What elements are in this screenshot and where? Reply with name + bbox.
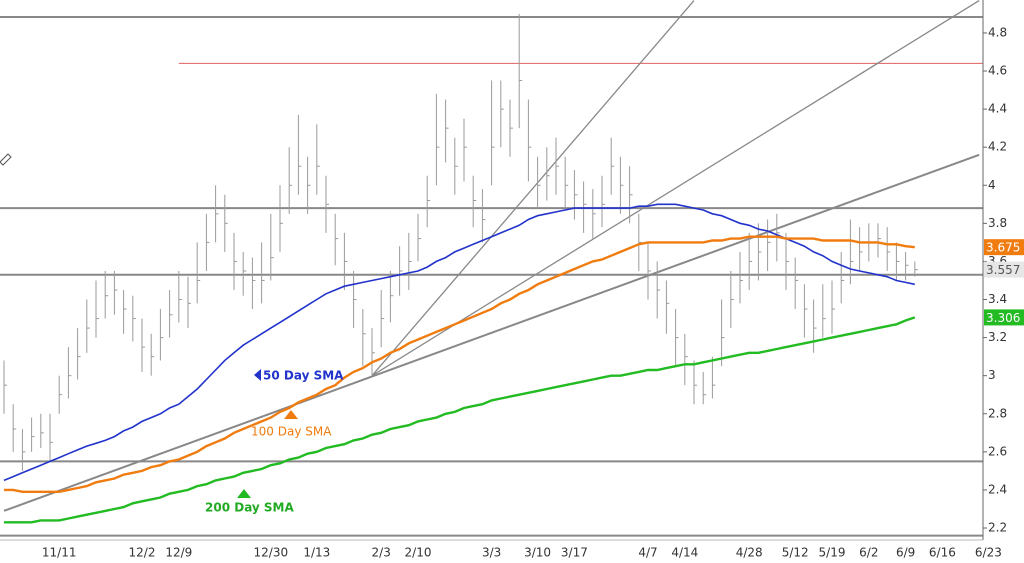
x-tick-label: 5/12: [782, 546, 809, 560]
x-tick-label: 6/23: [975, 546, 1002, 560]
trend-line: [371, 0, 980, 377]
y-tick-label: 4.4: [988, 102, 1007, 116]
y-tick-label: 4.6: [988, 64, 1007, 78]
trend-line: [371, 0, 695, 377]
last-value-box: [984, 239, 1024, 256]
x-tick-label: 1/13: [303, 546, 330, 560]
last-value-box: [984, 309, 1024, 326]
last-value-label: 3.675: [986, 241, 1020, 255]
x-tick-label: 12/30: [254, 546, 289, 560]
x-tick-label: 6/2: [859, 546, 878, 560]
y-tick-label: 3.8: [988, 216, 1007, 230]
y-tick-label: 3.4: [988, 292, 1007, 306]
annotation-arrow: [284, 410, 298, 419]
y-tick-label: 3.2: [988, 330, 1007, 344]
sma-line: [3, 203, 915, 482]
y-tick-label: 2.2: [988, 521, 1007, 535]
x-tick-label: 12/2: [129, 546, 156, 560]
x-tick-label: 6/9: [896, 546, 915, 560]
y-tick-label: 4: [988, 178, 996, 192]
y-axis-panel: [983, 0, 1024, 563]
y-tick-label: 2.6: [988, 444, 1007, 458]
sma-line: [4, 316, 916, 524]
x-tick-label: 2/10: [405, 546, 432, 560]
y-tick-label: 4.2: [988, 140, 1007, 154]
y-tick-label: 2.8: [988, 406, 1007, 420]
last-value-label: 3.557: [986, 263, 1020, 277]
x-tick-label: 3/17: [561, 546, 588, 560]
x-tick-label: 4/14: [671, 546, 698, 560]
x-tick-label: 4/28: [736, 546, 763, 560]
last-value-box: [984, 261, 1024, 278]
annotation: 100 Day SMA: [251, 425, 332, 439]
annotation: 200 Day SMA: [205, 501, 295, 515]
x-tick-label: 4/7: [638, 546, 657, 560]
pencil-icon: [0, 153, 12, 166]
x-tick-label: 2/3: [372, 546, 391, 560]
last-value-label: 3.306: [986, 311, 1020, 325]
sma-line: [4, 235, 915, 493]
y-tick-label: 4.8: [988, 25, 1007, 39]
annotation-arrow: [254, 369, 261, 381]
y-tick-label: 2.4: [988, 482, 1007, 496]
x-tick-label: 12/9: [165, 546, 192, 560]
x-tick-label: 3/3: [482, 546, 501, 560]
x-tick-label: 11/11: [42, 546, 77, 560]
plot-area: [0, 0, 983, 537]
annotation-arrow: [237, 489, 251, 498]
x-tick-label: 3/10: [524, 546, 551, 560]
annotation: 50 Day SMA: [263, 369, 344, 383]
trend-line: [3, 153, 980, 512]
x-tick-label: 6/16: [929, 546, 956, 560]
y-tick-label: 3: [988, 368, 996, 382]
x-tick-label: 5/19: [819, 546, 846, 560]
